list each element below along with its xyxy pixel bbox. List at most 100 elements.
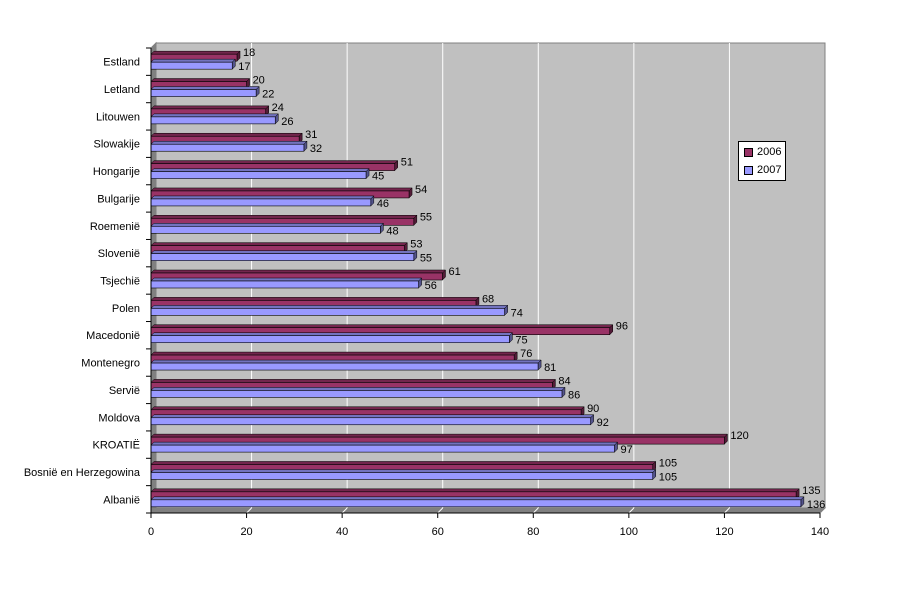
y-tick-label: Moldova (98, 412, 140, 424)
bar-top (150, 488, 800, 493)
x-tick-label: 80 (527, 526, 539, 538)
bars (150, 50, 805, 508)
data-label: 92 (597, 417, 609, 429)
bar-top (150, 168, 370, 172)
floor-wall (149, 507, 827, 514)
bar-top (150, 86, 260, 90)
bar-2007-Bosnië en Herzegowina (150, 472, 654, 480)
y-tick-label: Macedonië (86, 330, 140, 342)
bar-2007-Polen (150, 308, 505, 316)
bar-top (150, 469, 657, 473)
data-label: 90 (587, 403, 599, 415)
bar-2007-Estland (150, 61, 233, 70)
data-label: 31 (305, 129, 317, 141)
data-label: 46 (377, 198, 389, 210)
bar-2007-Roemenië (150, 225, 381, 234)
data-label: 96 (616, 321, 628, 333)
x-tick-label: 120 (715, 526, 733, 538)
bar-2007-Tsjechië (150, 280, 419, 289)
data-label: 54 (415, 184, 427, 196)
gridline-floor (437, 507, 444, 514)
gridline-floor (532, 507, 539, 514)
bar-top (150, 50, 241, 55)
labels: 135 136 Albanië 105 105 Bosnië en Herzegowina… (24, 47, 829, 538)
data-label: 51 (401, 157, 413, 169)
data-label: 24 (272, 102, 284, 114)
data-label: 97 (621, 444, 633, 456)
bar-2007-Litouwen (150, 116, 276, 125)
bar-top (150, 140, 308, 145)
data-label: 86 (568, 389, 580, 401)
legend-label-2007: 2007 (757, 164, 782, 176)
bar-top (150, 433, 729, 438)
legend-item-2006: 2006 (744, 145, 781, 159)
bar-top (150, 496, 805, 501)
data-label: 105 (659, 457, 677, 469)
bar-top (150, 359, 542, 364)
bar-top (150, 187, 413, 192)
data-label: 120 (730, 430, 748, 442)
y-tick-label: Litouwen (96, 111, 140, 123)
bar-top (150, 277, 423, 282)
data-label: 75 (515, 335, 527, 347)
x-tick-label: 60 (432, 526, 444, 538)
bar-top (150, 132, 303, 137)
data-label: 105 (659, 471, 677, 483)
data-label: 26 (281, 116, 293, 128)
y-tick-label: KROATIË (93, 440, 140, 452)
bar-top (150, 414, 595, 419)
data-label: 84 (558, 375, 570, 387)
bar-top (150, 441, 619, 446)
data-label: 136 (807, 499, 825, 511)
data-label: 55 (420, 253, 432, 265)
axes (146, 47, 821, 518)
legend-item-2007: 2007 (744, 163, 781, 177)
legend: 2006 2007 (738, 141, 786, 181)
bar-top (150, 58, 236, 63)
y-tick-label: Bosnië en Herzegowina (24, 467, 141, 479)
x-tick-label: 20 (240, 526, 252, 538)
x-tick-label: 0 (148, 526, 154, 538)
y-tick-label: Slovenië (98, 248, 140, 260)
y-tick-label: Letland (104, 84, 140, 96)
data-label: 17 (238, 61, 250, 73)
bar-2007-Montenegro (150, 362, 539, 371)
data-label: 18 (243, 47, 255, 59)
x-tick-label: 40 (336, 526, 348, 538)
bar-2007-Servië (150, 390, 563, 398)
data-label: 20 (253, 75, 265, 87)
data-label: 53 (410, 239, 422, 251)
data-label: 55 (420, 211, 432, 223)
data-label: 32 (310, 143, 322, 155)
legend-swatch-2007 (744, 165, 753, 175)
bar-2007-Albanië (150, 499, 802, 508)
bar-top (150, 195, 375, 200)
bar-top (150, 351, 518, 356)
bar-top (150, 105, 270, 110)
gridline-floor (724, 507, 730, 514)
y-tick-label: Servië (109, 385, 140, 397)
y-tick-label: Roemenië (90, 221, 140, 233)
y-tick-label: Bulgarije (97, 193, 140, 205)
bar-top (150, 461, 657, 465)
gridline-floor (628, 507, 635, 514)
data-label: 48 (386, 225, 398, 237)
bar-top (150, 113, 279, 118)
bar-top (150, 324, 614, 328)
data-label: 74 (511, 307, 523, 319)
bar-top (150, 305, 509, 309)
data-label: 68 (482, 293, 494, 305)
bar-2007-Moldova (150, 417, 591, 426)
data-label: 56 (425, 280, 437, 292)
data-label: 45 (372, 171, 384, 183)
bar-top (150, 215, 418, 219)
y-tick-label: Tsjechië (100, 276, 140, 288)
gridline-floor (246, 507, 252, 514)
y-tick-label: Hongarije (93, 166, 140, 178)
bar-2007-Slowakije (150, 143, 305, 152)
data-label: 135 (802, 485, 820, 497)
bar-2007-KROATIË (150, 444, 615, 453)
bar-2007-Hongarije (150, 171, 367, 179)
bar-top (150, 160, 399, 164)
